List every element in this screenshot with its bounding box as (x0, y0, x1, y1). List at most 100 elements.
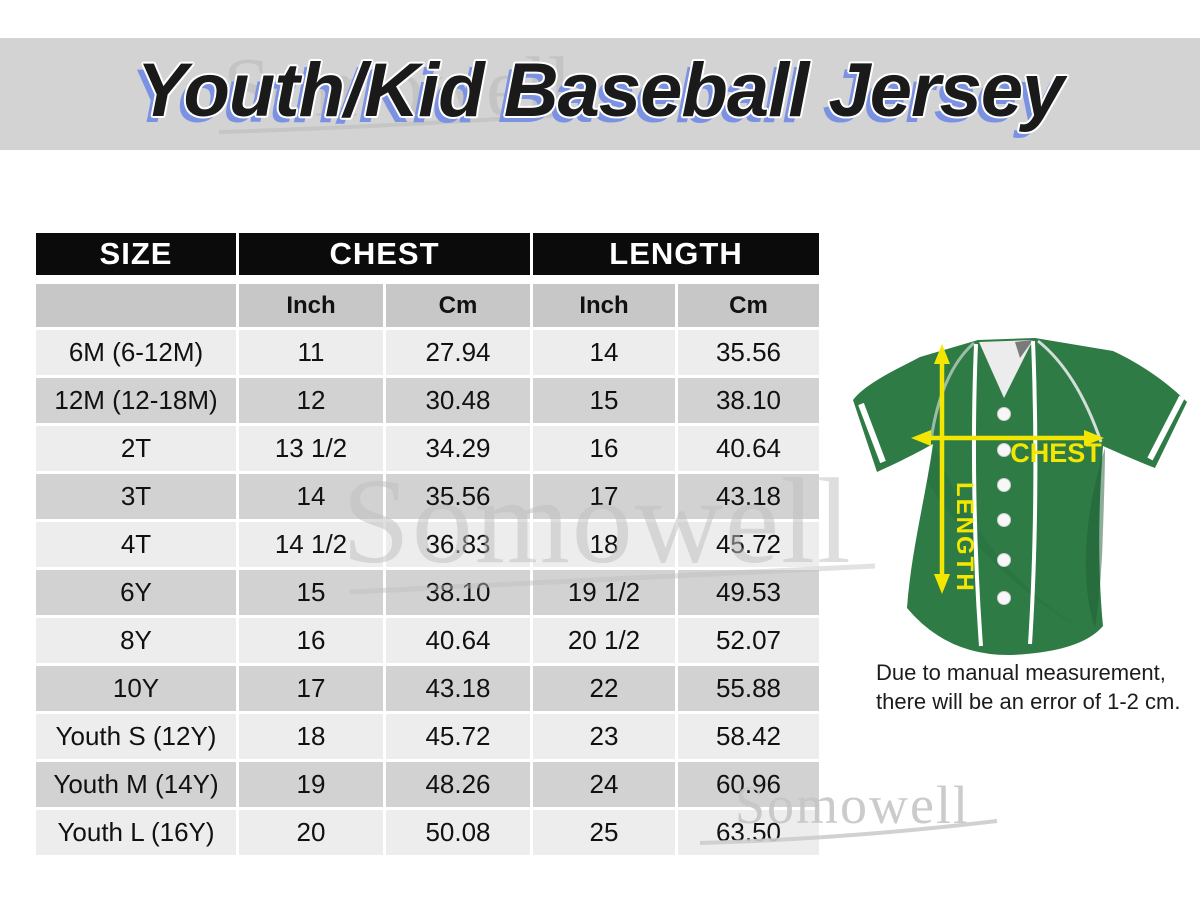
jersey-shadow-right (1085, 448, 1105, 628)
jersey-body (853, 338, 1187, 656)
table-cell: 16 (533, 426, 675, 471)
table-cell: 58.42 (678, 714, 819, 759)
length-arrowhead-top (934, 344, 950, 364)
table-cell: 43.18 (678, 474, 819, 519)
note-line-2: there will be an error of 1-2 cm. (876, 689, 1181, 714)
table-cell: 18 (239, 714, 383, 759)
table-cell: 22 (533, 666, 675, 711)
table-cell: 30.48 (386, 378, 530, 423)
jersey-cuff-stripe-right (1147, 395, 1185, 461)
table-cell: Youth S (12Y) (36, 714, 236, 759)
jersey-diagram: CHEST LENGTH (853, 338, 1187, 656)
table-cell: 14 (239, 474, 383, 519)
table-cell: 13 1/2 (239, 426, 383, 471)
header-size: SIZE (36, 233, 236, 281)
header-length: LENGTH (533, 233, 819, 281)
page-title-text: Youth/Kid Baseball Jersey (131, 47, 1065, 140)
table-cell: 48.26 (386, 762, 530, 807)
table-header-row: SIZE CHEST LENGTH (36, 233, 819, 281)
table-cell: 35.56 (386, 474, 530, 519)
size-table: SIZE CHEST LENGTH Inch Cm Inch Cm 6M (6-… (33, 230, 822, 858)
jersey-piping-right (1028, 340, 1038, 645)
subheader-length-inch: Inch (533, 284, 675, 327)
table-cell: Youth L (16Y) (36, 810, 236, 855)
note-line-1: Due to manual measurement, (876, 660, 1166, 685)
table-subheader-row: Inch Cm Inch Cm (36, 284, 819, 327)
table-cell: 12M (12-18M) (36, 378, 236, 423)
table-cell: 19 (239, 762, 383, 807)
table-cell: 40.64 (678, 426, 819, 471)
table-cell: 20 (239, 810, 383, 855)
table-row: 10Y 17 43.18 22 55.88 (36, 666, 819, 711)
table-cell: 15 (239, 570, 383, 615)
table-row: 6Y 15 38.10 19 1/2 49.53 (36, 570, 819, 615)
length-label: LENGTH (951, 482, 978, 593)
table-row: 12M (12-18M) 12 30.48 15 38.10 (36, 378, 819, 423)
table-cell: 16 (239, 618, 383, 663)
table-cell: 52.07 (678, 618, 819, 663)
table-cell: 15 (533, 378, 675, 423)
table-row: 2T 13 1/2 34.29 16 40.64 (36, 426, 819, 471)
table-cell: 40.64 (386, 618, 530, 663)
table-row: 6M (6-12M) 11 27.94 14 35.56 (36, 330, 819, 375)
jersey-cuff-stripe-left (858, 402, 886, 464)
jersey-seam-left (929, 341, 975, 441)
length-arrowhead-bottom (934, 574, 950, 594)
chest-arrowhead-right (1084, 430, 1104, 446)
table-cell: Youth M (14Y) (36, 762, 236, 807)
table-cell: 18 (533, 522, 675, 567)
chest-arrowhead-left (911, 430, 931, 446)
header-chest: CHEST (239, 233, 530, 281)
jersey-seam-right (1037, 339, 1103, 443)
table-cell: 10Y (36, 666, 236, 711)
subheader-length-cm: Cm (678, 284, 819, 327)
table-cell: 43.18 (386, 666, 530, 711)
table-cell: 49.53 (678, 570, 819, 615)
table-row: 8Y 16 40.64 20 1/2 52.07 (36, 618, 819, 663)
table-cell: 2T (36, 426, 236, 471)
table-row: Youth S (12Y) 18 45.72 23 58.42 (36, 714, 819, 759)
table-cell: 45.72 (386, 714, 530, 759)
table-cell: 25 (533, 810, 675, 855)
table-cell: 45.72 (678, 522, 819, 567)
table-cell: 17 (239, 666, 383, 711)
table-cell: 6Y (36, 570, 236, 615)
table-cell: 20 1/2 (533, 618, 675, 663)
page-title: Youth/Kid Baseball Jersey (0, 47, 1200, 140)
table-cell: 36.83 (386, 522, 530, 567)
table-cell: 34.29 (386, 426, 530, 471)
table-cell: 23 (533, 714, 675, 759)
table-cell: 35.56 (678, 330, 819, 375)
table-cell: 8Y (36, 618, 236, 663)
subheader-blank (36, 284, 236, 327)
table-cell: 4T (36, 522, 236, 567)
jersey-piping-left (971, 343, 983, 647)
table-cell: 19 1/2 (533, 570, 675, 615)
table-row: Youth M (14Y) 19 48.26 24 60.96 (36, 762, 819, 807)
table-cell: 60.96 (678, 762, 819, 807)
table-cell: 14 1/2 (239, 522, 383, 567)
table-cell: 6M (6-12M) (36, 330, 236, 375)
table-cell: 63.50 (678, 810, 819, 855)
jersey-buttons (997, 407, 1011, 605)
table-cell: 17 (533, 474, 675, 519)
jersey-inner-collar (1015, 340, 1033, 358)
table-cell: 24 (533, 762, 675, 807)
subheader-chest-cm: Cm (386, 284, 530, 327)
table-cell: 12 (239, 378, 383, 423)
table-row: Youth L (16Y) 20 50.08 25 63.50 (36, 810, 819, 855)
table-cell: 38.10 (678, 378, 819, 423)
table-cell: 55.88 (678, 666, 819, 711)
table-row: 3T 14 35.56 17 43.18 (36, 474, 819, 519)
table-cell: 50.08 (386, 810, 530, 855)
measurement-note: Due to manual measurement, there will be… (876, 658, 1196, 716)
table-cell: 27.94 (386, 330, 530, 375)
table-cell: 14 (533, 330, 675, 375)
table-cell: 38.10 (386, 570, 530, 615)
table-cell: 11 (239, 330, 383, 375)
table-cell: 3T (36, 474, 236, 519)
subheader-chest-inch: Inch (239, 284, 383, 327)
chest-label: CHEST (1010, 438, 1102, 468)
table-row: 4T 14 1/2 36.83 18 45.72 (36, 522, 819, 567)
